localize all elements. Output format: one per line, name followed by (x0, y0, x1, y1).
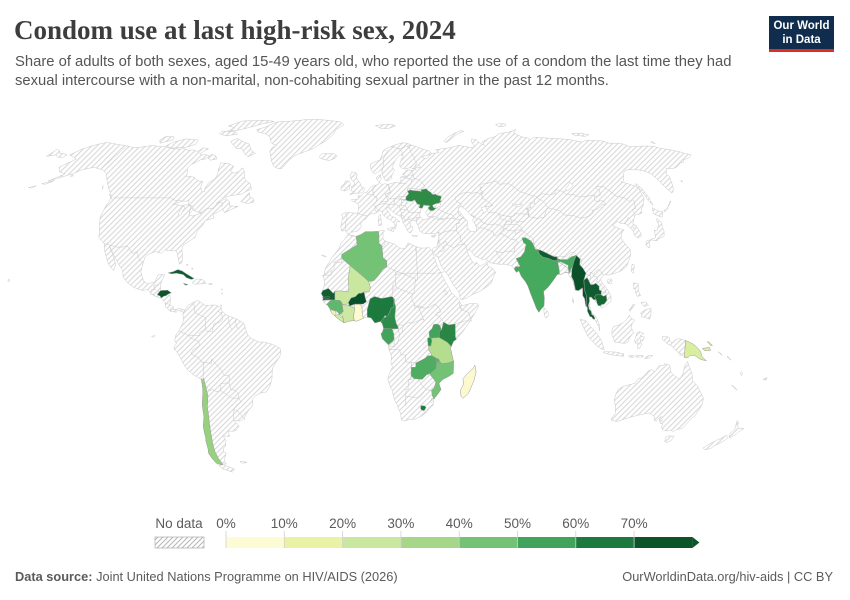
svg-text:70%: 70% (621, 516, 648, 531)
svg-text:30%: 30% (387, 516, 414, 531)
svg-text:50%: 50% (504, 516, 531, 531)
svg-text:20%: 20% (329, 516, 356, 531)
svg-text:40%: 40% (446, 516, 473, 531)
svg-text:60%: 60% (562, 516, 589, 531)
svg-text:10%: 10% (271, 516, 298, 531)
svg-text:0%: 0% (216, 516, 236, 531)
svg-text:No data: No data (155, 516, 203, 531)
